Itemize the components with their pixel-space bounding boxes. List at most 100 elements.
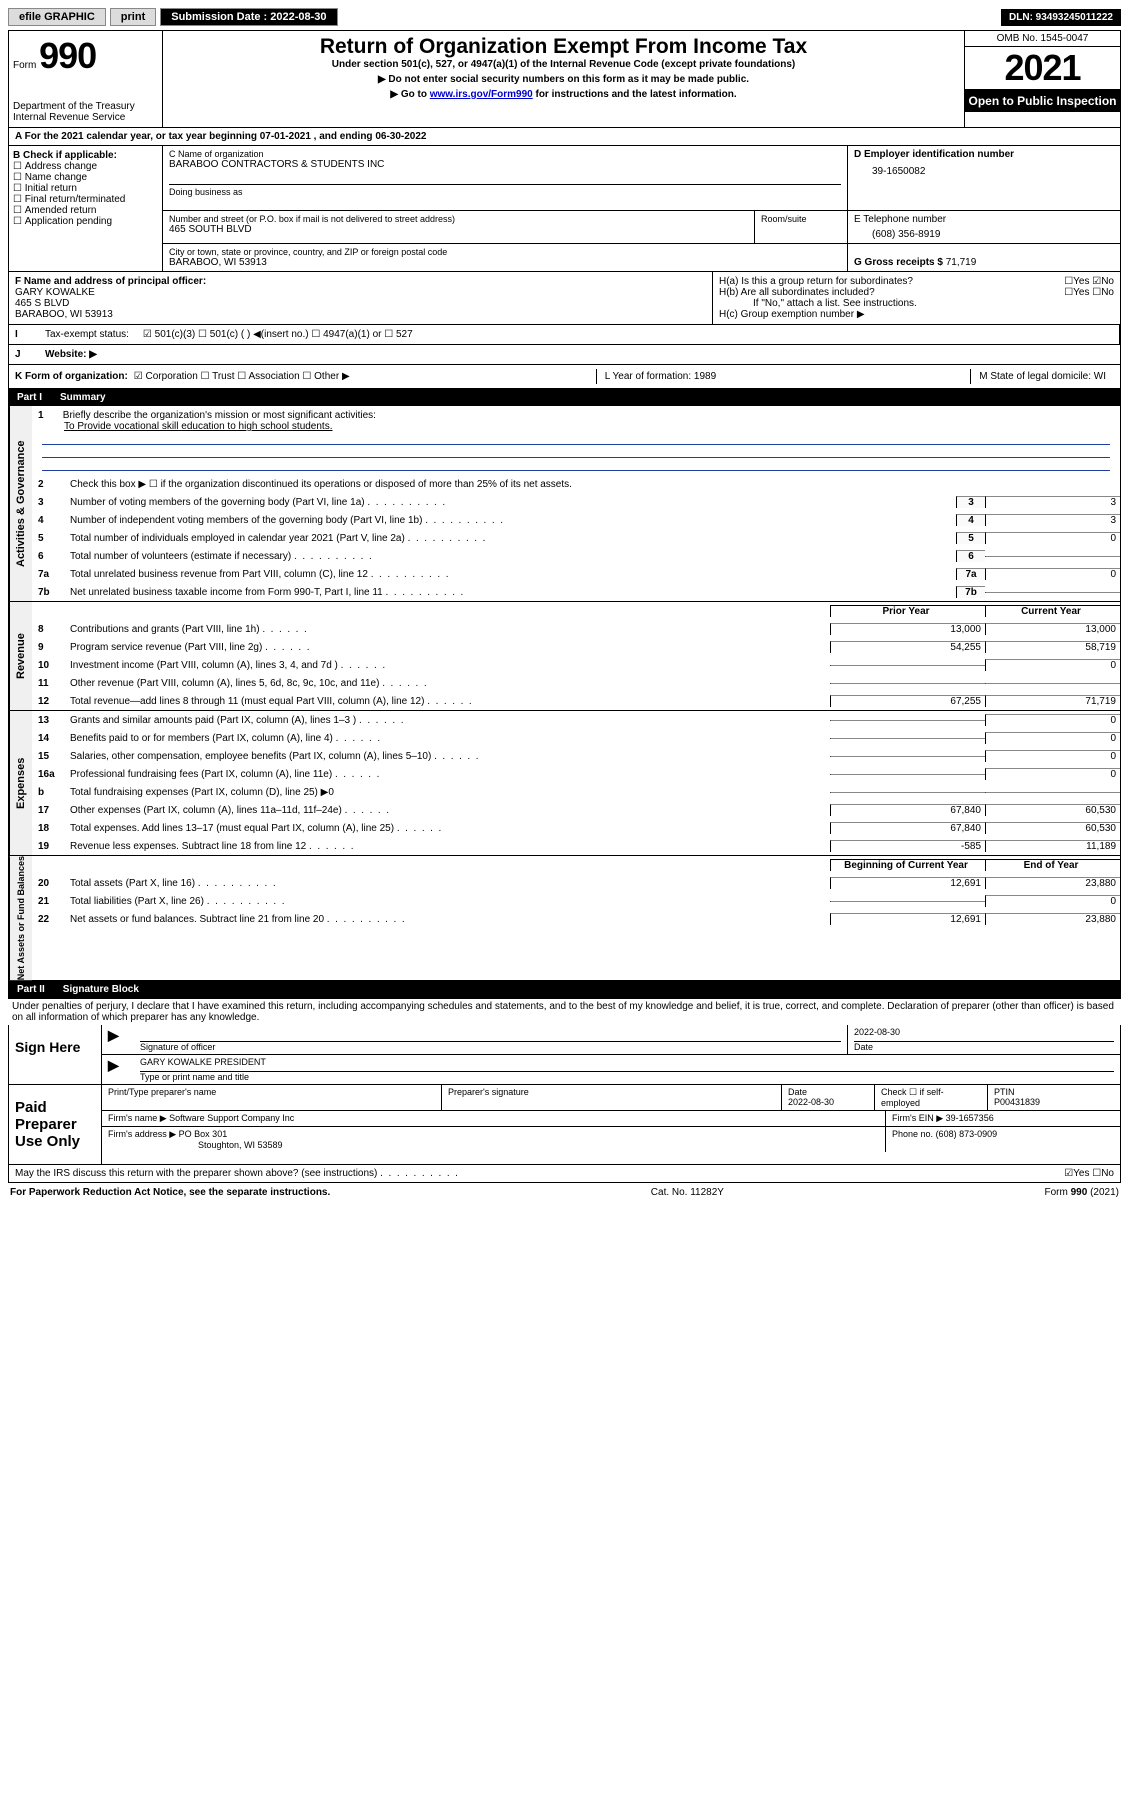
mission-text: To Provide vocational skill education to… <box>38 421 333 432</box>
gross-receipts: 71,719 <box>946 257 977 268</box>
arrow-icon: ▶ <box>102 1055 134 1084</box>
officer-name-title: GARY KOWALKE PRESIDENT <box>140 1057 1114 1072</box>
line-20: 20 Total assets (Part X, line 16) 12,691… <box>32 874 1120 892</box>
firm-name-lbl: Firm's name ▶ <box>108 1113 167 1123</box>
dba-lbl: Doing business as <box>169 184 841 197</box>
name-title-lbl: Type or print name and title <box>140 1072 249 1082</box>
i-lbl: Tax-exempt status: <box>45 329 129 340</box>
part-1-header: Part I Summary <box>9 389 1120 406</box>
paid-preparer-label: Paid Preparer Use Only <box>9 1085 102 1164</box>
declaration-text: Under penalties of perjury, I declare th… <box>8 999 1121 1025</box>
arrow-icon: ▶ <box>102 1025 134 1054</box>
hb-note: If "No," attach a list. See instructions… <box>719 298 1114 309</box>
cb-name-change[interactable]: ☐ <box>13 172 25 183</box>
section-fh: F Name and address of principal officer:… <box>9 272 1120 325</box>
city-lbl: City or town, state or province, country… <box>169 247 841 257</box>
e-lbl: E Telephone number <box>854 214 946 225</box>
ein-value: 39-1650082 <box>854 160 1114 177</box>
line-5: 5 Total number of individuals employed i… <box>32 529 1120 547</box>
uline <box>42 458 1110 471</box>
line-klm: K Form of organization: ☑ Corporation ☐ … <box>9 365 1120 389</box>
cb-initial[interactable]: ☐ <box>13 183 25 194</box>
opt-init: Initial return <box>25 183 77 194</box>
org-name: BARABOO CONTRACTORS & STUDENTS INC <box>169 159 841 170</box>
page-footer: For Paperwork Reduction Act Notice, see … <box>8 1183 1121 1202</box>
line-19: 19 Revenue less expenses. Subtract line … <box>32 837 1120 855</box>
l-year: L Year of formation: 1989 <box>596 369 724 384</box>
col-cd: C Name of organization BARABOO CONTRACTO… <box>163 146 1120 271</box>
dln-label: DLN: 93493245011222 <box>1001 9 1121 26</box>
firm-addr1: PO Box 301 <box>179 1129 228 1139</box>
paid-preparer-block: Paid Preparer Use Only Print/Type prepar… <box>8 1085 1121 1165</box>
c-city-cell: City or town, state or province, country… <box>163 244 848 271</box>
room-lbl: Room/suite <box>761 214 841 224</box>
b-label: B Check if applicable: <box>13 150 117 161</box>
line-2: 2Check this box ▶ ☐ if the organization … <box>32 475 1120 493</box>
hb-q: H(b) Are all subordinates included? <box>719 287 1064 298</box>
officer-city: BARABOO, WI 53913 <box>15 309 113 320</box>
sig-date-val: 2022-08-30 <box>854 1027 1114 1042</box>
d-lbl: D Employer identification number <box>854 149 1014 160</box>
header-right: OMB No. 1545-0047 2021 Open to Public In… <box>964 31 1120 127</box>
f-lbl: F Name and address of principal officer: <box>15 276 206 287</box>
part2-num: Part II <box>17 984 45 995</box>
submission-date: Submission Date : 2022-08-30 <box>160 8 337 26</box>
firm-ein: 39-1657356 <box>946 1113 994 1123</box>
prep-check: Check ☐ if self-employed <box>875 1085 988 1110</box>
discuss-q: May the IRS discuss this return with the… <box>15 1168 1064 1179</box>
print-button[interactable]: print <box>110 8 156 26</box>
irs-label: Internal Revenue Service <box>13 112 158 123</box>
part-2-header: Part II Signature Block <box>9 981 1120 998</box>
opt-addr: Address change <box>25 161 97 172</box>
opt-final: Final return/terminated <box>25 194 126 205</box>
form-note-2: ▶ Go to www.irs.gov/Form990 for instruct… <box>171 89 956 100</box>
col-b-checkboxes: B Check if applicable: ☐ Address change … <box>9 146 163 271</box>
section-netassets: Net Assets or Fund Balances Beginning of… <box>9 856 1120 981</box>
line-21: 21 Total liabilities (Part X, line 26) 0 <box>32 892 1120 910</box>
form-number: 990 <box>39 35 96 76</box>
cb-amended[interactable]: ☐ <box>13 205 25 216</box>
line-18: 18 Total expenses. Add lines 13–17 (must… <box>32 819 1120 837</box>
ha-q: H(a) Is this a group return for subordin… <box>719 276 1064 287</box>
q2-text: Check this box ▶ ☐ if the organization d… <box>66 478 1120 491</box>
firm-ein-lbl: Firm's EIN ▶ <box>892 1113 943 1123</box>
col-end: End of Year <box>985 859 1120 871</box>
prep-date-lbl: Date <box>788 1087 807 1097</box>
cb-pending[interactable]: ☐ <box>13 216 25 227</box>
sig-officer-lbl: Signature of officer <box>140 1042 215 1052</box>
open-public-badge: Open to Public Inspection <box>965 89 1120 112</box>
sign-here-label: Sign Here <box>9 1025 102 1084</box>
form-container: Form 990 Department of the Treasury Inte… <box>8 30 1121 999</box>
line-i: I Tax-exempt status: ☑ 501(c)(3) ☐ 501(c… <box>9 325 1120 345</box>
prep-date-val: 2022-08-30 <box>788 1097 834 1107</box>
part1-num: Part I <box>17 392 42 403</box>
hc-q: H(c) Group exemption number ▶ <box>719 309 1114 320</box>
line-1-mission: 1 Briefly describe the organization's mi… <box>32 406 1120 475</box>
cb-address-change[interactable]: ☐ <box>13 161 25 172</box>
opt-name: Name change <box>25 172 87 183</box>
line-a-tax-year: A For the 2021 calendar year, or tax yea… <box>9 128 1120 146</box>
form-header: Form 990 Department of the Treasury Inte… <box>9 31 1120 128</box>
line-b: b Total fundraising expenses (Part IX, c… <box>32 783 1120 801</box>
prep-sig-lbl: Preparer's signature <box>448 1087 529 1097</box>
part2-title: Signature Block <box>63 984 139 995</box>
net-header-row: Beginning of Current Year End of Year <box>32 856 1120 874</box>
line-16a: 16a Professional fundraising fees (Part … <box>32 765 1120 783</box>
vlabel-expenses: Expenses <box>9 711 32 855</box>
j-lbl: Website: ▶ <box>45 349 97 360</box>
irs-link[interactable]: www.irs.gov/Form990 <box>430 89 533 100</box>
f-officer: F Name and address of principal officer:… <box>9 272 713 324</box>
hb-ans: ☐Yes ☐No <box>1064 287 1114 298</box>
line-j: J Website: ▶ <box>9 345 1120 365</box>
c-name-lbl: C Name of organization <box>169 149 841 159</box>
efile-button[interactable]: efile GRAPHIC <box>8 8 106 26</box>
h-group: H(a) Is this a group return for subordin… <box>713 272 1120 324</box>
ptin-lbl: PTIN <box>994 1087 1015 1097</box>
cb-final[interactable]: ☐ <box>13 194 25 205</box>
top-toolbar: efile GRAPHIC print Submission Date : 20… <box>8 8 1121 26</box>
line-22: 22 Net assets or fund balances. Subtract… <box>32 910 1120 928</box>
d-ein-cell: D Employer identification number 39-1650… <box>848 146 1120 210</box>
footer-right: Form 990 (2021) <box>1045 1187 1119 1198</box>
firm-addr-lbl: Firm's address ▶ <box>108 1129 176 1139</box>
header-left: Form 990 Department of the Treasury Inte… <box>9 31 163 127</box>
